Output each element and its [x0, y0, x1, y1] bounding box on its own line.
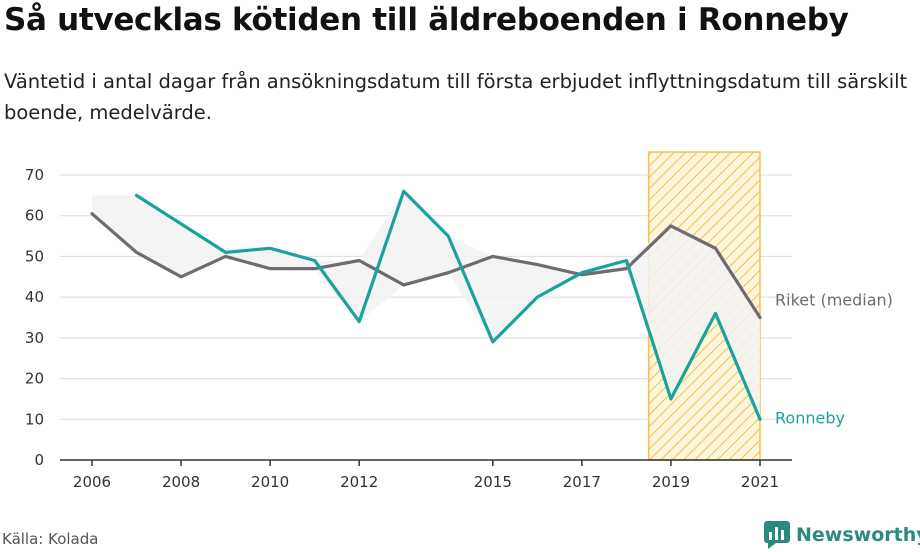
x-tick-label: 2012	[340, 473, 378, 491]
gap-area	[92, 191, 760, 420]
ronneby-label: Ronneby	[775, 408, 845, 427]
chart-title: Så utvecklas kötiden till äldreboenden i…	[4, 2, 849, 38]
riket-label: Riket (median)	[775, 291, 893, 310]
x-tick-label: 2017	[563, 473, 601, 491]
riket-line	[90, 212, 762, 320]
y-tick-label: 50	[25, 247, 44, 265]
brand-name: Newsworthy	[796, 524, 920, 546]
y-tick-label: 40	[25, 288, 44, 306]
source-note: Källa: Kolada	[2, 530, 99, 548]
newsworthy-logo-icon	[764, 521, 790, 549]
chart-subtitle: Väntetid i antal dagar från ansökningsda…	[4, 70, 908, 124]
x-tick-label: 2021	[741, 473, 779, 491]
y-tick-label: 30	[25, 329, 44, 347]
x-tick-label: 2008	[162, 473, 200, 491]
brand-logo: Newsworthy	[764, 520, 920, 550]
y-tick-label: 70	[25, 166, 44, 184]
x-tick-label: 2019	[652, 473, 690, 491]
y-tick-label: 0	[34, 451, 44, 469]
x-tick-label: 2006	[73, 473, 111, 491]
x-tick-label: 2010	[251, 473, 289, 491]
ronneby-line	[134, 189, 762, 421]
y-tick-label: 10	[25, 410, 44, 428]
x-tick-label: 2015	[474, 473, 512, 491]
y-tick-label: 20	[25, 370, 44, 388]
y-tick-label: 60	[25, 207, 44, 225]
